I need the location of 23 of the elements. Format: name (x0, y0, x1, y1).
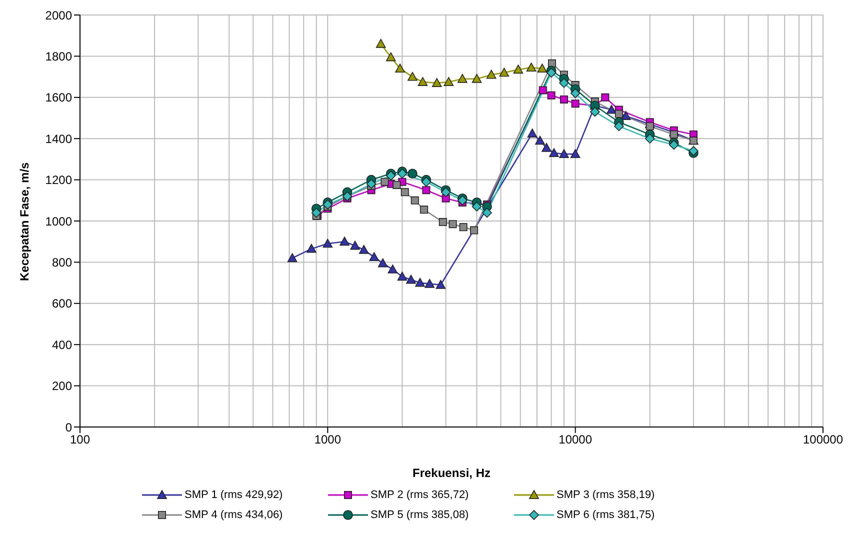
y-tick-label: 800 (52, 255, 72, 270)
y-tick-label: 2000 (45, 8, 72, 22)
x-tick-label: 1000 (314, 432, 342, 447)
legend-label: SMP 4 (rms 434,06) (184, 509, 283, 521)
y-tick-label: 1400 (45, 132, 72, 146)
y-tick-label: 1200 (45, 173, 72, 188)
x-tick-label: 100 (70, 432, 90, 447)
x-tick-label: 100000 (802, 432, 844, 447)
y-tick-label: 0 (65, 420, 72, 434)
legend-label: SMP 5 (rms 385,08) (370, 509, 469, 521)
y-tick-label: 400 (52, 338, 72, 352)
legend-label: SMP 2 (rms 365,72) (370, 489, 469, 501)
y-tick-label: 200 (52, 379, 72, 394)
y-axis-title: Kecepatan Fase, m/s (17, 162, 32, 281)
legend-label: SMP 3 (rms 358,19) (556, 489, 655, 501)
x-axis-title: Frekuensi, Hz (412, 466, 491, 480)
legend-label: SMP 1 (rms 429,92) (184, 489, 283, 501)
y-tick-label: 600 (52, 296, 72, 311)
y-tick-label: 1000 (45, 214, 72, 228)
legend-label: SMP 6 (rms 381,75) (556, 509, 655, 521)
x-tick-label: 10000 (558, 432, 592, 447)
y-tick-label: 1800 (45, 49, 72, 64)
y-tick-label: 1600 (45, 90, 72, 105)
